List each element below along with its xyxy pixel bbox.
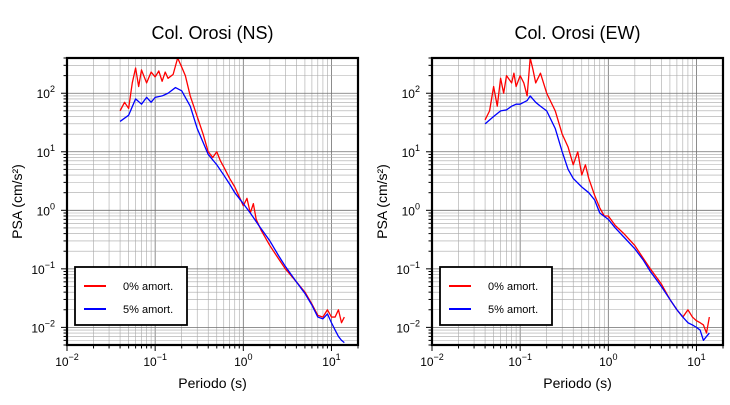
chart-title: Col. Orosi (NS) — [151, 23, 273, 43]
y-tick-label: 10−2 — [396, 318, 420, 335]
chart-title: Col. Orosi (EW) — [515, 23, 641, 43]
x-tick-label: 100 — [234, 352, 252, 369]
series-line-blue — [119, 86, 345, 344]
x-tick-label: 10−1 — [508, 352, 532, 369]
chart-panel-2: 10−2 10−1 100 101 10−2 10−1 100 101 102 Col. Oros… — [374, 23, 725, 391]
x-tick-label: 10−1 — [143, 352, 167, 369]
y-tick-label: 100 — [37, 201, 55, 218]
legend: 0% amort. 5% amort. — [74, 266, 188, 326]
grid — [67, 58, 358, 345]
y-tick-label: 102 — [402, 84, 420, 101]
y-tick-label: 100 — [402, 201, 420, 218]
y-tick-label: 10−2 — [31, 318, 55, 335]
x-tick-label: 10−2 — [55, 352, 79, 369]
y-tick-label: 10−1 — [396, 260, 420, 277]
x-axis-label: Periodo (s) — [178, 375, 246, 391]
legend-label: 0% amort. — [123, 281, 173, 293]
x-tick-label: 101 — [322, 352, 340, 369]
x-axis-label: Periodo (s) — [543, 375, 611, 391]
x-tick-label: 100 — [599, 352, 617, 369]
y-tick-label: 102 — [37, 84, 55, 101]
plot-frame — [65, 56, 360, 347]
y-tick-label: 101 — [402, 143, 420, 160]
y-tick-label: 101 — [37, 143, 55, 160]
grid — [432, 58, 723, 345]
legend-box — [439, 266, 553, 326]
legend-box — [74, 266, 188, 326]
legend-label: 5% amort. — [488, 304, 538, 316]
x-tick-label: 101 — [687, 352, 705, 369]
legend-label: 0% amort. — [488, 281, 538, 293]
series-line-blue — [484, 95, 710, 342]
y-tick-label: 10−1 — [31, 260, 55, 277]
plot-frame — [430, 56, 725, 347]
y-axis-label: PSA (cm/s²) — [374, 164, 390, 239]
legend: 0% amort. 5% amort. — [439, 266, 553, 326]
y-axis-label: PSA (cm/s²) — [9, 164, 25, 239]
axis-ticks — [426, 57, 724, 351]
legend-label: 5% amort. — [123, 304, 173, 316]
chart-panel-1: 10−2 10−1 100 101 10−2 10−1 100 101 102 Col. Oros… — [9, 23, 360, 391]
axis-ticks — [61, 57, 359, 351]
x-tick-label: 10−2 — [420, 352, 444, 369]
